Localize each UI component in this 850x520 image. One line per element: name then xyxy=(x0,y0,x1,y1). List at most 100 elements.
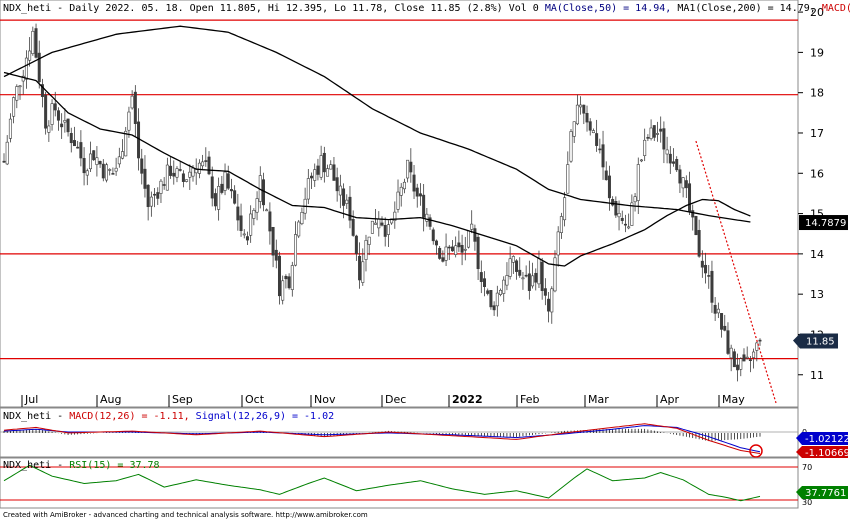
candle-body xyxy=(82,158,86,174)
candle-body xyxy=(409,161,413,173)
candle-body xyxy=(105,164,109,181)
ma-price-label: 14.7879 xyxy=(799,215,848,231)
candle-body xyxy=(707,275,711,277)
macd-label-text: -1.10669 xyxy=(805,448,850,459)
candle-body xyxy=(713,304,717,314)
candle-body xyxy=(681,177,685,189)
candle-body xyxy=(361,261,365,283)
candle-body xyxy=(69,133,73,144)
candle-body xyxy=(146,184,150,208)
candle-body xyxy=(418,193,422,197)
candle-body xyxy=(364,240,368,260)
candle-body xyxy=(540,261,544,291)
candle-body xyxy=(239,215,243,232)
candle-body xyxy=(499,289,503,295)
month-label: Sep xyxy=(172,393,193,406)
candle-body xyxy=(582,104,586,114)
macd-pane-frame xyxy=(0,407,799,458)
candle-body xyxy=(162,184,166,186)
candle-body xyxy=(335,177,339,192)
candle-body xyxy=(704,264,708,274)
candle-body xyxy=(188,171,192,178)
candle-body xyxy=(169,165,173,176)
candle-body xyxy=(639,159,643,162)
main-header-macd: MACD(12,26) = -1 xyxy=(822,3,850,14)
candle-body xyxy=(534,272,538,283)
candle-body xyxy=(473,228,477,242)
close-price-label: 11.85 xyxy=(793,333,838,349)
macd-header-signal: Signal(12,26,9) = -1.02 xyxy=(196,411,334,422)
candle-body xyxy=(431,229,435,242)
candle-body xyxy=(204,160,208,162)
ma-price-label-text: 14.7879 xyxy=(805,218,846,229)
candle-body xyxy=(620,217,624,221)
price-tick-label: 20 xyxy=(810,6,824,19)
candle-body xyxy=(31,30,35,54)
candle-body xyxy=(630,202,634,226)
candle-body xyxy=(5,141,9,165)
price-candles xyxy=(2,23,762,382)
candle-body xyxy=(466,230,470,248)
candle-body xyxy=(450,246,454,252)
candle-body xyxy=(380,222,384,226)
rsi-30-tick: 30 xyxy=(802,498,812,507)
candle-body xyxy=(745,356,749,359)
candle-body xyxy=(483,278,487,287)
candle-body xyxy=(537,258,541,285)
candle-body xyxy=(153,193,157,196)
candle-body xyxy=(566,164,570,194)
candle-body xyxy=(492,305,496,311)
candle-body xyxy=(684,180,688,189)
candle-body xyxy=(242,233,246,236)
price-tick-label: 18 xyxy=(810,87,824,100)
candle-body xyxy=(374,222,378,225)
candle-body xyxy=(108,169,112,171)
candle-body xyxy=(563,197,567,221)
candle-body xyxy=(636,164,640,201)
candle-body xyxy=(56,110,60,121)
candle-body xyxy=(370,220,374,234)
candle-body xyxy=(627,226,631,229)
candle-body xyxy=(223,171,227,191)
close-price-label-text: 11.85 xyxy=(806,337,835,348)
candle-body xyxy=(40,84,44,97)
macd-header-prefix: NDX_heti - xyxy=(3,411,69,422)
candle-body xyxy=(556,231,560,256)
candle-body xyxy=(511,256,515,263)
macd-pane[interactable]: 0 -1.02122 -1.10669 NDX_heti - MACD(12,2… xyxy=(0,407,850,459)
price-pane[interactable]: 11121314151617181920 JulAugSepOctNovDec2… xyxy=(0,0,850,408)
candle-body xyxy=(399,186,403,196)
price-axis: 11121314151617181920 xyxy=(798,6,824,382)
candle-body xyxy=(143,168,147,189)
candle-body xyxy=(700,260,704,268)
candle-body xyxy=(652,125,656,138)
macd-label: -1.10669 xyxy=(796,446,850,459)
candle-body xyxy=(255,198,259,213)
candle-body xyxy=(265,209,269,212)
candle-body xyxy=(758,339,762,342)
candle-body xyxy=(130,95,134,109)
candle-body xyxy=(489,290,493,308)
candle-body xyxy=(137,121,141,159)
candle-body xyxy=(313,169,317,181)
candle-body xyxy=(559,216,563,233)
price-tick-label: 11 xyxy=(810,369,824,382)
candle-body xyxy=(21,75,25,82)
candle-body xyxy=(377,218,381,229)
rsi-pane[interactable]: 70 30 37.7761 NDX_heti - RSI(15) = 37.78 xyxy=(0,457,848,509)
candle-body xyxy=(300,212,304,225)
macd-line xyxy=(3,423,761,454)
candle-body xyxy=(319,155,323,178)
main-header-prefix: NDX_heti - Daily 2022. 05. 18. Open 11.8… xyxy=(3,3,545,14)
candle-body xyxy=(444,246,448,261)
candle-body xyxy=(197,162,201,174)
month-label: 2022 xyxy=(452,393,483,406)
candle-body xyxy=(15,86,19,101)
macd-header-macd: MACD(12,26) = -1.11, xyxy=(69,411,195,422)
main-header-ma50: MA(Close,50) = 14.94, xyxy=(545,3,677,14)
price-tick-label: 16 xyxy=(810,167,824,180)
candle-body xyxy=(345,199,349,204)
candle-body xyxy=(156,192,160,199)
price-pane-frame xyxy=(0,0,799,408)
